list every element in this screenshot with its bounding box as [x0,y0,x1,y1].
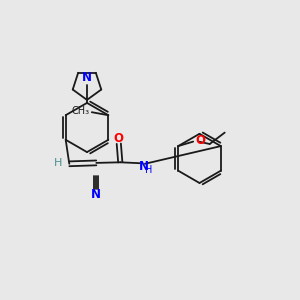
Text: H: H [54,158,63,168]
Text: H: H [145,165,152,175]
Text: N: N [91,188,101,201]
Text: O: O [196,134,206,147]
Text: O: O [114,132,124,145]
Text: CH₃: CH₃ [72,106,90,116]
Text: N: N [82,71,92,84]
Text: N: N [139,160,149,173]
